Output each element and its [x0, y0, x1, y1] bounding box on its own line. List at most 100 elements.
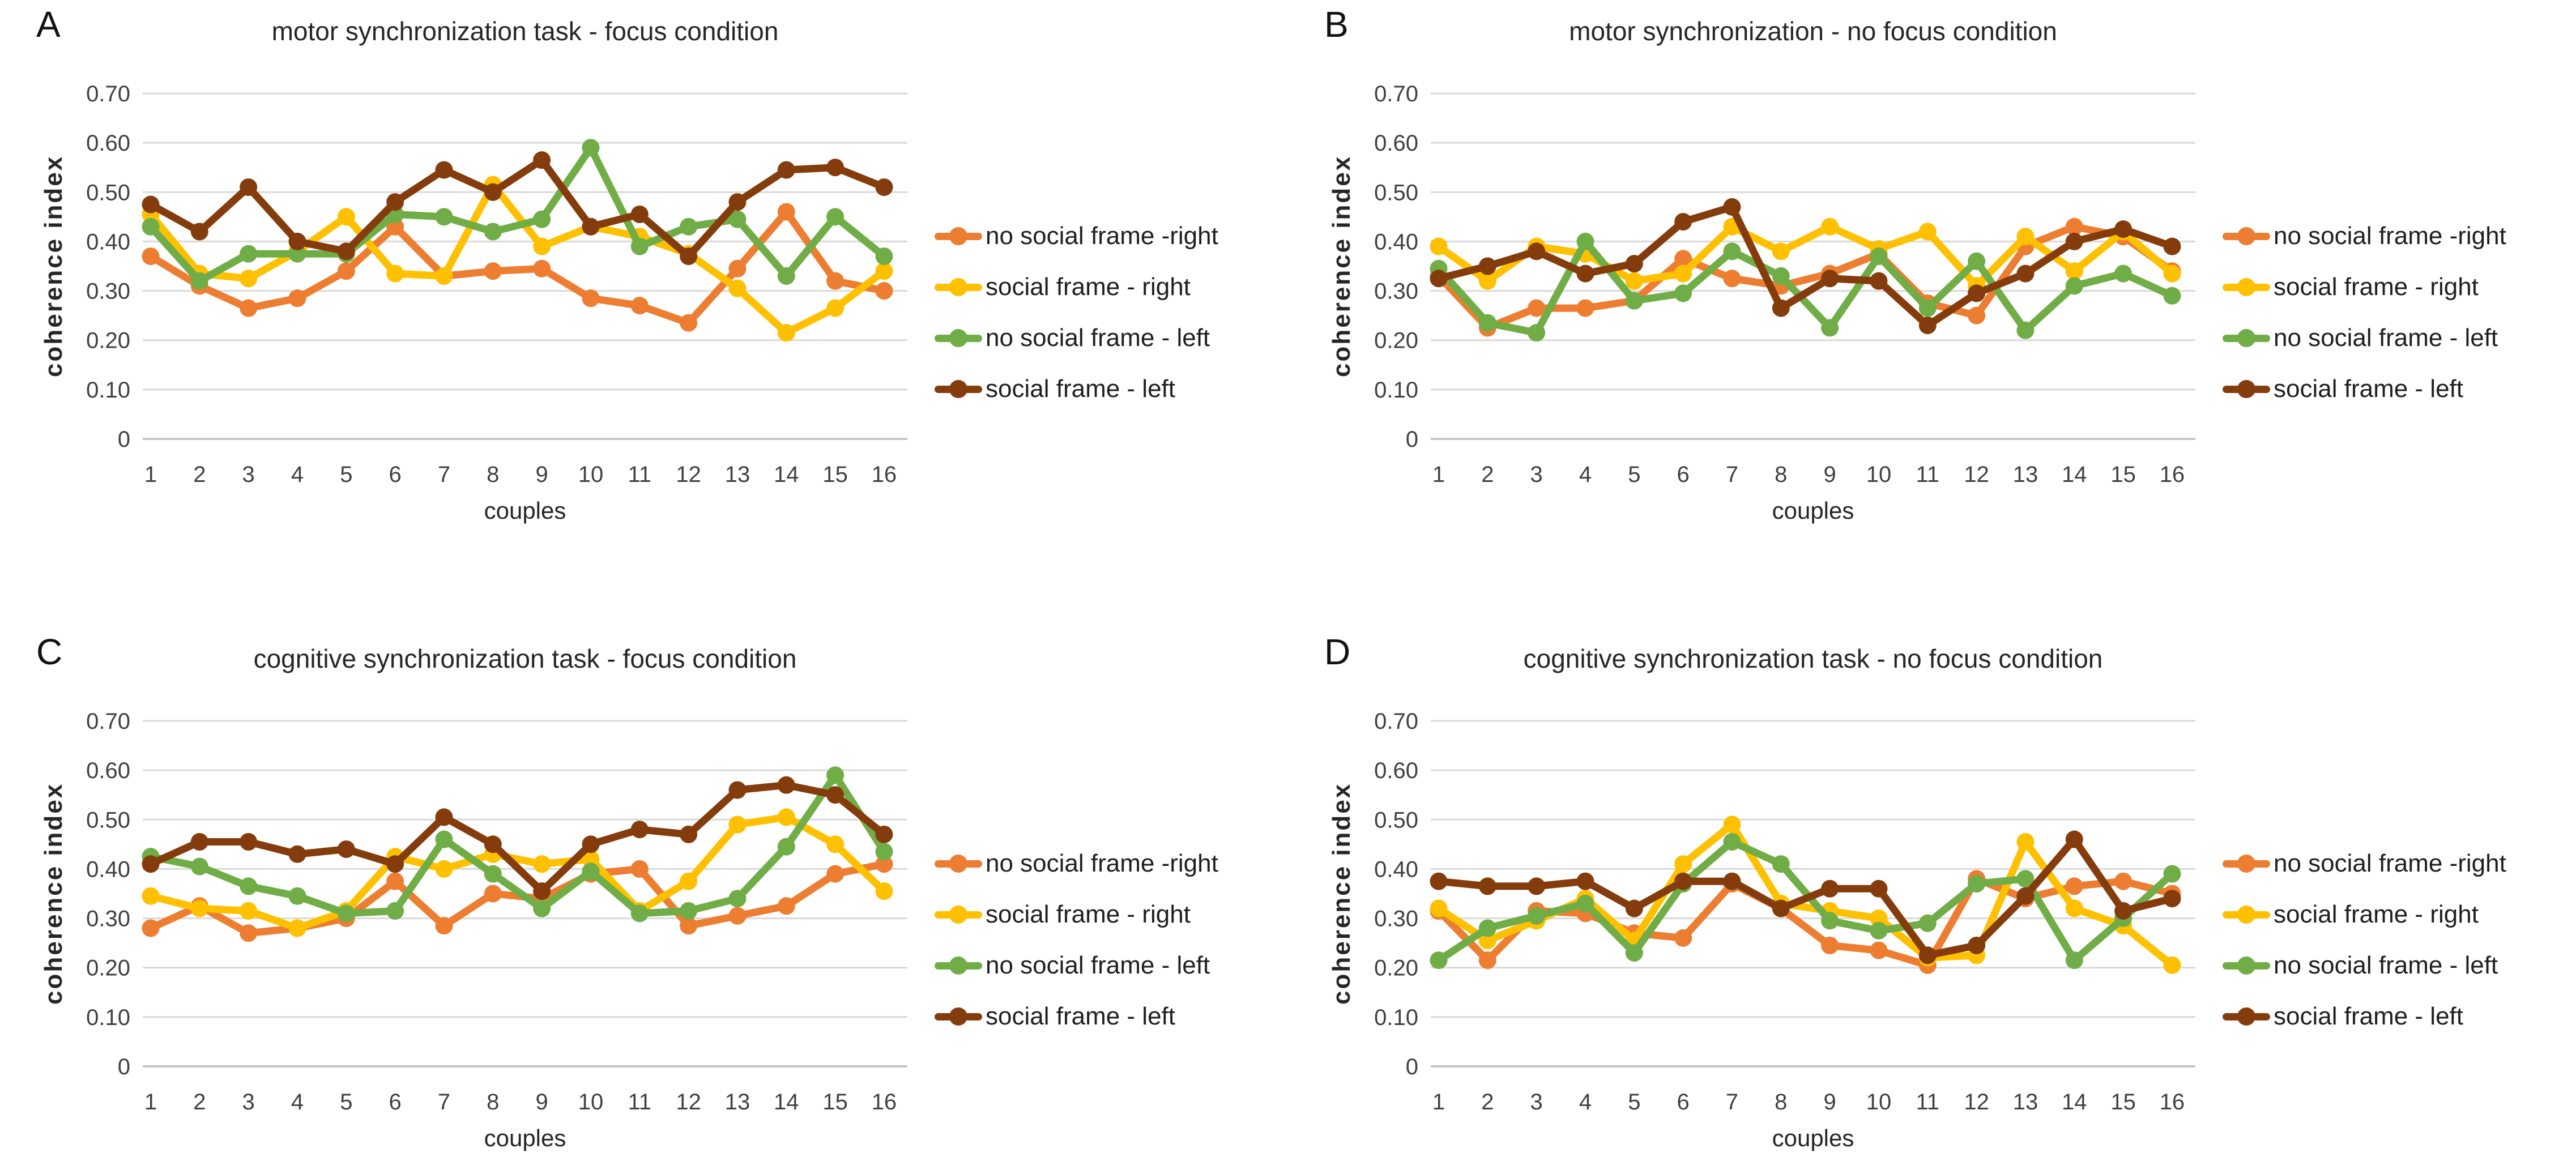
data-point-marker [826, 835, 845, 853]
x-tick-label: 11 [628, 1090, 652, 1114]
data-point-marker [288, 232, 306, 250]
x-tick-label: 8 [487, 462, 499, 487]
data-point-marker [875, 247, 893, 266]
legend-label: no social frame -right [986, 222, 1218, 250]
data-point-marker [386, 193, 404, 211]
x-tick-label: 3 [242, 1090, 255, 1114]
data-point-marker [1821, 937, 1839, 954]
data-point-marker [1821, 879, 1839, 898]
data-point-marker [1674, 929, 1692, 947]
data-point-marker [1674, 213, 1692, 231]
data-point-marker [1576, 299, 1594, 317]
x-tick-label: 2 [1481, 462, 1494, 487]
data-point-marker [435, 267, 453, 285]
data-point-marker [2065, 951, 2083, 970]
gridlines [143, 92, 907, 440]
data-point-marker [240, 245, 258, 263]
y-tick-label: 0.70 [1374, 82, 1418, 106]
x-tick-label: 8 [487, 1090, 499, 1114]
x-tick-label: 14 [774, 462, 799, 487]
y-tick-label: 0.60 [1374, 131, 1418, 156]
y-tick-labels: 0.70 0.60 0.50 0.40 0.30 0.20 0.10 0 [1374, 82, 1418, 452]
data-point-marker [2065, 899, 2083, 917]
data-point-marker [1625, 944, 1643, 962]
legend: no social frame -right social frame - rig… [2223, 211, 2576, 415]
legend-label: social frame - right [986, 900, 1191, 928]
x-tick-labels: 1 2 3 4 5 6 7 8 9 10 11 12 13 14 15 16 [144, 462, 897, 487]
legend-dot-icon [2237, 227, 2255, 245]
legend-item: no social frame - left [2223, 313, 2576, 364]
data-point-marker [1918, 299, 1937, 317]
legend: no social frame -right social frame - rig… [2223, 838, 2576, 1042]
data-point-marker [1723, 198, 1741, 216]
x-tick-label: 11 [628, 462, 652, 487]
data-point-marker [1870, 247, 1888, 266]
data-point-marker [190, 899, 208, 917]
y-tick-label: 0.70 [1374, 709, 1418, 734]
legend: no social frame -right social frame - rig… [935, 211, 1288, 415]
panel-title: cognitive synchronization task - no focu… [1523, 644, 2103, 673]
panel-title: motor synchronization task - focus condi… [271, 16, 779, 46]
data-point-marker [240, 270, 258, 288]
x-tick-labels: 1 2 3 4 5 6 7 8 9 10 11 12 13 14 15 16 [1432, 1090, 2185, 1114]
x-tick-label: 12 [1964, 462, 1989, 487]
data-point-marker [2065, 217, 2083, 236]
legend-line-marker-icon [935, 855, 982, 873]
data-point-marker [1968, 284, 1986, 302]
data-point-marker [435, 208, 453, 226]
data-point-marker [1870, 879, 1888, 898]
data-point-marker [2065, 877, 2083, 895]
legend-line-marker-icon [935, 227, 982, 245]
y-tick-label: 0 [118, 427, 130, 452]
data-point-marker [1430, 237, 1448, 255]
x-tick-label: 14 [774, 1090, 799, 1114]
data-point-marker [1821, 912, 1839, 930]
data-point-marker [2114, 220, 2133, 238]
data-point-marker [386, 264, 404, 283]
data-point-marker [190, 272, 208, 290]
x-tick-label: 7 [1726, 1090, 1738, 1114]
data-point-marker [582, 850, 600, 868]
x-tick-label: 16 [2160, 1090, 2185, 1114]
data-point-marker [630, 860, 649, 878]
data-point-marker [1625, 292, 1643, 310]
legend-item: no social frame -right [935, 838, 1288, 889]
data-point-marker [1576, 894, 1594, 912]
data-point-marker [1528, 299, 1546, 317]
x-tick-label: 6 [389, 1090, 402, 1114]
y-tick-labels: 0.70 0.60 0.50 0.40 0.30 0.20 0.10 0 [86, 82, 130, 452]
legend-item: social frame - left [2223, 364, 2576, 415]
panel-title: motor synchronization - no focus conditi… [1569, 16, 2057, 46]
data-point-marker [435, 917, 453, 935]
data-point-marker [582, 217, 600, 236]
x-tick-label: 4 [291, 462, 304, 487]
y-tick-label: 0 [118, 1054, 130, 1079]
y-tick-label: 0.20 [86, 956, 130, 981]
data-point-marker [875, 178, 893, 197]
legend-label: no social frame - left [2274, 324, 2498, 352]
data-point-marker [2114, 264, 2133, 283]
legend-item: no social frame - left [935, 940, 1288, 991]
y-tick-label: 0 [1406, 427, 1418, 452]
panel-letter: C [36, 631, 63, 672]
x-tick-label: 10 [1866, 1090, 1892, 1114]
series-social-frame---right [142, 808, 893, 937]
data-point-marker [875, 882, 893, 900]
data-point-marker [142, 919, 160, 937]
data-point-marker [435, 808, 453, 826]
x-tick-label: 14 [2062, 462, 2087, 487]
data-point-marker [875, 825, 893, 843]
legend-label: no social frame - left [2274, 951, 2498, 979]
x-tick-label: 2 [193, 462, 206, 487]
x-tick-label: 3 [242, 462, 255, 487]
data-point-marker [680, 872, 698, 890]
data-point-marker [2114, 902, 2133, 920]
x-tick-label: 16 [872, 1090, 897, 1114]
data-point-marker [1478, 272, 1496, 290]
x-tick-label: 10 [578, 1090, 604, 1114]
data-point-marker [533, 882, 551, 900]
gridlines [1431, 92, 2195, 440]
data-point-marker [826, 865, 845, 883]
x-tick-label: 6 [1677, 1090, 1690, 1114]
